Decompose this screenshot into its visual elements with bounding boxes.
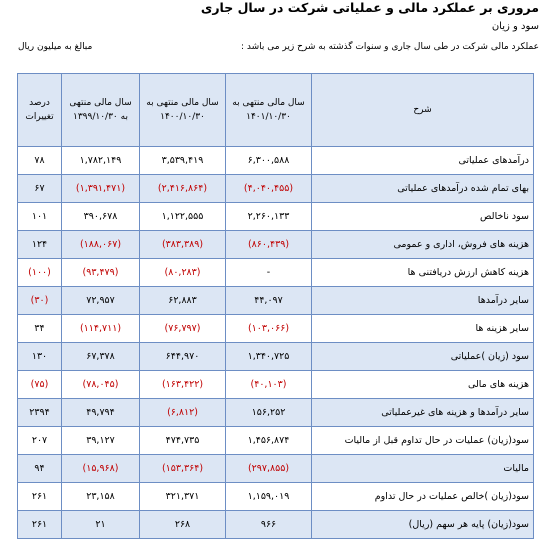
value-cell-change: ۶۷ — [17, 174, 62, 203]
value-cell-fy1401: (۴۰,۱۰۳) — [225, 370, 312, 399]
value-cell-fy1399: ۳۹,۱۲۷ — [61, 426, 140, 455]
value-cell-change: ۷۸ — [17, 146, 62, 175]
row-description-cell: درآمدهای عملیاتی — [311, 146, 534, 175]
value-cell-fy1400: (۱۵۳,۳۶۴) — [139, 454, 226, 483]
value-cell-fy1400: ۳۲۱,۳۷۱ — [139, 482, 226, 511]
value-cell-fy1400: (۱۶۳,۴۲۲) — [139, 370, 226, 399]
row-description-cell: مالیات — [311, 454, 534, 483]
value-cell-fy1399: ۴۹,۷۹۴ — [61, 398, 140, 427]
table-header-row: شرح سال مالی منتهی به ۱۴۰۱/۱۰/۳۰ سال مال… — [17, 73, 534, 147]
table-row: سود (زیان )عملیاتی ۱,۳۴۰,۷۲۵ ۶۴۴,۹۷۰ ۶۷,۳۷۸… — [17, 342, 534, 371]
value-cell-change: ۹۴ — [17, 454, 62, 483]
value-cell-change: (۳۰) — [17, 286, 62, 315]
value-cell-change: ۳۴ — [17, 314, 62, 343]
value-cell-fy1399: ۲۳,۱۵۸ — [61, 482, 140, 511]
financial-performance-table: شرح سال مالی منتهی به ۱۴۰۱/۱۰/۳۰ سال مال… — [17, 73, 534, 539]
value-cell-fy1399: (۹۳,۴۷۹) — [61, 258, 140, 287]
table-row: هزینه های مالی (۴۰,۱۰۳) (۱۶۳,۴۲۲) (۷۸,۰۴۵)(… — [17, 370, 534, 399]
value-cell-fy1399: (۱۵,۹۶۸) — [61, 454, 140, 483]
value-cell-fy1401: (۴,۰۴۰,۴۵۵) — [225, 174, 312, 203]
row-description-cell: هزینه های مالی — [311, 370, 534, 399]
row-description-cell: هزینه های فروش، اداری و عمومی — [311, 230, 534, 259]
value-cell-fy1399: (۱,۳۹۱,۴۷۱) — [61, 174, 140, 203]
value-cell-change: ۱۰۱ — [17, 202, 62, 231]
value-cell-fy1401: ۱,۱۵۹,۰۱۹ — [225, 482, 312, 511]
header-fy1399: سال مالی منتهی به ۱۳۹۹/۱۰/۳۰ — [61, 73, 140, 147]
value-cell-fy1399: (۱۸۸,۰۶۷) — [61, 230, 140, 259]
row-description-cell: سایر درآمدها — [311, 286, 534, 315]
unit-note: مبالغ به میلیون ریال — [18, 42, 93, 52]
value-cell-change: (۱۰۰) — [17, 258, 62, 287]
value-cell-fy1401: ۶,۳۰۰,۵۸۸ — [225, 146, 312, 175]
value-cell-fy1399: ۲۱ — [61, 510, 140, 539]
table-row: مالیات (۲۹۷,۸۵۵) (۱۵۳,۳۶۴) (۱۵,۹۶۸) ۹۴ — [17, 454, 534, 483]
page-title: مروری بر عملکرد مالی و عملیاتی شرکت در س… — [200, 0, 539, 15]
row-description-cell: هزینه کاهش ارزش دریافتنی ها — [311, 258, 534, 287]
row-description-cell: سود(زیان) عملیات در حال تداوم قبل از مال… — [311, 426, 534, 455]
value-cell-fy1401: ۲,۲۶۰,۱۳۳ — [225, 202, 312, 231]
row-description-cell: سایر درآمدها و هزینه های غیرعملیاتی — [311, 398, 534, 427]
value-cell-fy1401: ۴۴,۰۹۷ — [225, 286, 312, 315]
section-subtitle: سود و زیان — [491, 21, 539, 32]
value-cell-fy1401: (۱۰۳,۰۶۶) — [225, 314, 312, 343]
table-row: سود(زیان) پایه هر سهم (ریال) ۹۶۶ ۲۶۸ ۲۱ ۲۶۱ — [17, 510, 534, 539]
row-description-cell: بهای تمام شده درآمدهای عملیاتی — [311, 174, 534, 203]
header-fy1401: سال مالی منتهی به ۱۴۰۱/۱۰/۳۰ — [225, 73, 312, 147]
value-cell-change: ۱۲۴ — [17, 230, 62, 259]
table-row: هزینه های فروش، اداری و عمومی (۸۶۰,۴۳۹) (۳… — [17, 230, 534, 259]
header-fy1400: سال مالی منتهی به ۱۴۰۰/۱۰/۳۰ — [139, 73, 226, 147]
section-description: عملکرد مالی شرکت در طی سال جاری و سنوات … — [240, 42, 539, 52]
value-cell-fy1400: ۱,۱۲۲,۵۵۵ — [139, 202, 226, 231]
value-cell-fy1400: ۲۶۸ — [139, 510, 226, 539]
row-description-cell: سود(زیان )خالص عملیات در حال تداوم — [311, 482, 534, 511]
row-description-cell: سایر هزینه ها — [311, 314, 534, 343]
row-description-cell: سود (زیان )عملیاتی — [311, 342, 534, 371]
table-row: سود ناخالص ۲,۲۶۰,۱۳۳ ۱,۱۲۲,۵۵۵ ۳۹۰,۶۷۸ ۱۰۱ — [17, 202, 534, 231]
value-cell-fy1400: ۳,۵۳۹,۴۱۹ — [139, 146, 226, 175]
value-cell-fy1399: ۱,۷۸۲,۱۴۹ — [61, 146, 140, 175]
value-cell-change: ۲۰۷ — [17, 426, 62, 455]
value-cell-change: (۷۵) — [17, 370, 62, 399]
value-cell-fy1401: ۱,۳۴۰,۷۲۵ — [225, 342, 312, 371]
value-cell-change: ۱۳۰ — [17, 342, 62, 371]
value-cell-fy1400: (۷۶,۷۹۷) — [139, 314, 226, 343]
value-cell-fy1400: (۲,۴۱۶,۸۶۴) — [139, 174, 226, 203]
value-cell-fy1401: ۹۶۶ — [225, 510, 312, 539]
value-cell-fy1399: ۷۲,۹۵۷ — [61, 286, 140, 315]
table-row: سود(زیان )خالص عملیات در حال تداوم ۱,۱۵۹,… — [17, 482, 534, 511]
value-cell-fy1401: (۲۹۷,۸۵۵) — [225, 454, 312, 483]
value-cell-fy1399: (۷۸,۰۴۵) — [61, 370, 140, 399]
table-row: هزینه کاهش ارزش دریافتنی ها - (۸۰,۲۸۳) (۹۳,… — [17, 258, 534, 287]
value-cell-fy1400: (۳۸۳,۳۸۹) — [139, 230, 226, 259]
value-cell-fy1400: (۸۰,۲۸۳) — [139, 258, 226, 287]
value-cell-change: ۲۶۱ — [17, 510, 62, 539]
row-description-cell: سود(زیان) پایه هر سهم (ریال) — [311, 510, 534, 539]
table-row: درآمدهای عملیاتی ۶,۳۰۰,۵۸۸ ۳,۵۳۹,۴۱۹ ۱,۷۸۲,… — [17, 146, 534, 175]
table-row: سایر درآمدها ۴۴,۰۹۷ ۶۲,۸۸۳ ۷۲,۹۵۷ (۳۰) — [17, 286, 534, 315]
header-change: درصد تغییرات — [17, 73, 62, 147]
value-cell-fy1401: (۸۶۰,۴۳۹) — [225, 230, 312, 259]
value-cell-fy1400: ۶۲,۸۸۳ — [139, 286, 226, 315]
value-cell-fy1399: ۳۹۰,۶۷۸ — [61, 202, 140, 231]
value-cell-change: ۲۳۹۴ — [17, 398, 62, 427]
value-cell-fy1400: ۶۴۴,۹۷۰ — [139, 342, 226, 371]
value-cell-fy1401: ۱۵۶,۲۵۲ — [225, 398, 312, 427]
table-row: سود(زیان) عملیات در حال تداوم قبل از مال… — [17, 426, 534, 455]
value-cell-fy1401: ۱,۴۵۶,۸۷۴ — [225, 426, 312, 455]
table-row: بهای تمام شده درآمدهای عملیاتی (۴,۰۴۰,۴۵۵… — [17, 174, 534, 203]
value-cell-fy1400: (۶,۸۱۲) — [139, 398, 226, 427]
value-cell-fy1399: ۶۷,۳۷۸ — [61, 342, 140, 371]
value-cell-fy1400: ۴۷۴,۷۳۵ — [139, 426, 226, 455]
row-description-cell: سود ناخالص — [311, 202, 534, 231]
value-cell-fy1399: (۱۱۴,۷۱۱) — [61, 314, 140, 343]
value-cell-fy1401: - — [225, 258, 312, 287]
header-description: شرح — [311, 73, 534, 147]
table-row: سایر هزینه ها (۱۰۳,۰۶۶) (۷۶,۷۹۷) (۱۱۴,۷۱۱) ۳… — [17, 314, 534, 343]
value-cell-change: ۲۶۱ — [17, 482, 62, 511]
table-row: سایر درآمدها و هزینه های غیرعملیاتی ۱۵۶,۲… — [17, 398, 534, 427]
